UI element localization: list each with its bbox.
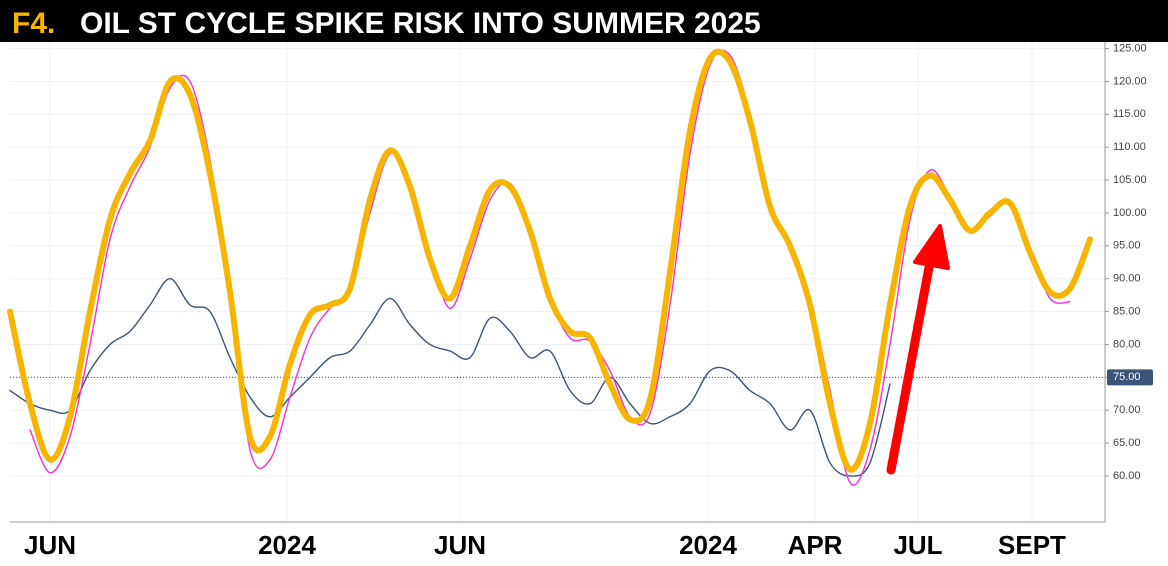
- labels: 60.00 65.00 70.00 75.00 80.00 85.00 90.00 95.00…: [24, 42, 1153, 560]
- y-tick-label: 85.00: [1113, 305, 1141, 317]
- x-tick-label: APR: [788, 530, 843, 560]
- y-tick-label: 90.00: [1113, 273, 1141, 285]
- last-price-label: 75.00: [1113, 371, 1141, 383]
- lines: [7, 48, 1093, 486]
- figure-label: F4.: [12, 7, 55, 40]
- arrow-shaft: [886, 257, 935, 475]
- x-tick-label: SEPT: [998, 530, 1066, 560]
- x-tick-label: 2024: [258, 530, 316, 560]
- series-line: [9, 278, 891, 477]
- y-tick-label: 125.00: [1113, 42, 1147, 54]
- series-line: [7, 48, 1093, 473]
- title-bar: [0, 0, 1168, 42]
- y-tick-label: 120.00: [1113, 75, 1147, 87]
- red-arrow: [886, 224, 950, 475]
- x-tick-label: JUN: [434, 530, 486, 560]
- x-tick-label: JUL: [893, 530, 942, 560]
- y-tick-label: 100.00: [1113, 207, 1147, 219]
- x-tick-label: JUN: [24, 530, 76, 560]
- y-tick-label: 70.00: [1113, 404, 1141, 416]
- y-tick-label: 80.00: [1113, 338, 1141, 350]
- chart-title: OIL ST CYCLE SPIKE RISK INTO SUMMER 2025: [80, 7, 761, 40]
- grid: [10, 42, 1105, 522]
- y-tick-label: 115.00: [1113, 108, 1146, 120]
- last-price-box: [1107, 369, 1153, 386]
- x-tick-label: 2024: [679, 530, 737, 560]
- arrow-head: [913, 224, 950, 270]
- y-tick-label: 65.00: [1113, 437, 1141, 449]
- y-tick-label: 105.00: [1113, 174, 1147, 186]
- y-tick-label: 60.00: [1113, 470, 1141, 482]
- y-tick-label: 110.00: [1113, 141, 1146, 153]
- y-tick-label: 95.00: [1113, 240, 1141, 252]
